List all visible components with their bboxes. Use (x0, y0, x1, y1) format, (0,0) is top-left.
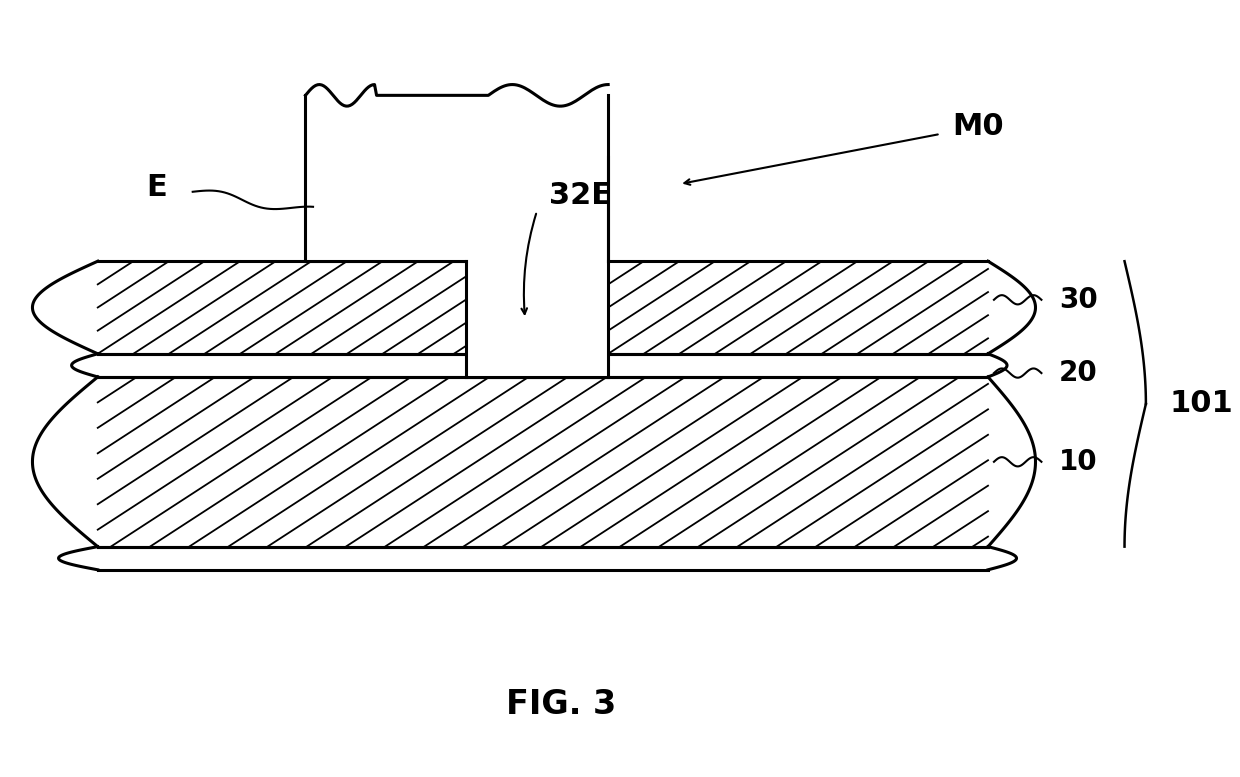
Text: M0: M0 (952, 112, 1004, 141)
Polygon shape (98, 354, 988, 377)
Text: 10: 10 (1059, 448, 1097, 476)
Polygon shape (608, 261, 988, 354)
Text: 32E: 32E (549, 181, 611, 210)
Text: FIG. 3: FIG. 3 (506, 688, 616, 721)
Text: 30: 30 (1059, 286, 1097, 314)
Polygon shape (98, 261, 466, 354)
Text: 20: 20 (1059, 359, 1097, 387)
Polygon shape (98, 377, 988, 547)
Text: 101: 101 (1169, 389, 1234, 419)
Polygon shape (466, 261, 608, 377)
Polygon shape (98, 547, 988, 570)
Polygon shape (305, 96, 608, 377)
Text: E: E (146, 173, 167, 203)
